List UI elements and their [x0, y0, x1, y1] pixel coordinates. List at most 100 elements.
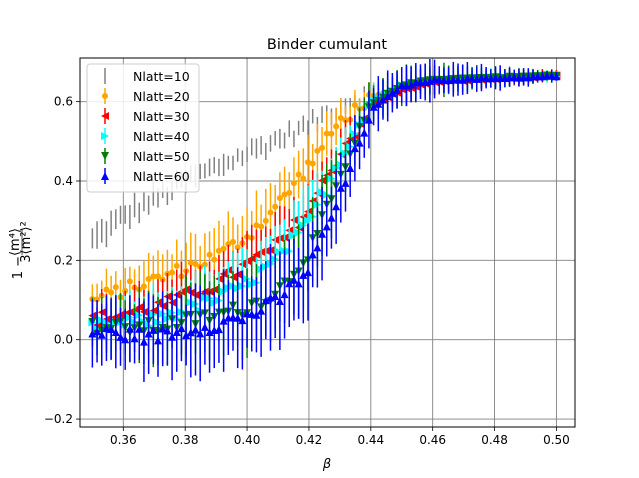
data-point	[173, 262, 180, 269]
data-point	[192, 260, 199, 267]
data-point	[355, 138, 364, 147]
data-point	[286, 189, 293, 196]
data-point	[214, 325, 223, 334]
legend-item: Nlatt=30	[101, 108, 190, 124]
data-point	[351, 102, 358, 109]
data-point	[346, 164, 355, 173]
data-point	[154, 336, 162, 345]
data-point	[206, 251, 213, 258]
data-point	[116, 332, 125, 341]
data-point	[323, 130, 330, 137]
x-tick-label: 0.36	[110, 433, 137, 447]
data-point	[135, 324, 144, 333]
y-axis-ticks: −0.2 0.0 0.2 0.4 0.6	[44, 95, 80, 426]
data-point	[295, 171, 302, 178]
data-point	[139, 337, 148, 346]
data-point	[350, 144, 359, 153]
legend-marker	[101, 172, 109, 180]
data-point	[112, 284, 119, 291]
data-point	[313, 243, 322, 252]
x-axis-ticks: 0.36 0.38 0.40 0.42 0.44 0.46 0.48 0.50	[110, 427, 570, 447]
legend-item: Nlatt=50	[101, 148, 190, 164]
data-point	[341, 178, 350, 187]
svg-text:1 −: 1 −	[11, 256, 26, 279]
data-point	[319, 144, 326, 151]
data-point	[369, 102, 378, 111]
legend-marker	[101, 132, 109, 140]
data-point	[93, 327, 102, 336]
data-point	[252, 250, 261, 259]
data-point	[333, 123, 340, 130]
data-point	[252, 310, 261, 319]
data-point	[308, 250, 317, 259]
y-axis-label: 1 − ⟨m⁴⟩ 3⟨m²⟩²	[8, 221, 34, 279]
legend-label: Nlatt=60	[133, 169, 190, 184]
data-point	[272, 203, 279, 210]
data-point	[300, 175, 307, 182]
data-point	[257, 306, 266, 315]
data-point	[267, 209, 274, 216]
x-tick-label: 0.42	[296, 433, 323, 447]
y-label-numerator: ⟨m⁴⟩	[8, 228, 23, 256]
y-tick-label: −0.2	[44, 412, 73, 426]
data-point	[258, 223, 265, 230]
data-point	[215, 247, 222, 254]
data-point	[88, 329, 97, 338]
data-point	[253, 222, 260, 229]
x-tick-label: 0.50	[543, 433, 570, 447]
data-point	[552, 72, 561, 81]
data-point	[145, 275, 152, 282]
data-point	[304, 216, 312, 225]
data-point	[289, 275, 298, 284]
y-tick-label: 0.6	[54, 95, 73, 109]
series-nlatt-60	[88, 58, 561, 382]
data-point	[219, 316, 228, 325]
data-point	[388, 88, 397, 97]
legend-label: Nlatt=50	[133, 149, 190, 164]
data-point	[234, 244, 241, 251]
x-axis-label: β	[322, 457, 331, 472]
legend-item: Nlatt=40	[101, 128, 190, 144]
data-point	[107, 324, 116, 333]
legend-label: Nlatt=30	[133, 109, 190, 124]
data-point	[158, 324, 167, 333]
data-point	[374, 99, 383, 108]
legend-label: Nlatt=20	[133, 89, 190, 104]
data-point	[276, 195, 283, 202]
data-point	[262, 217, 269, 224]
x-tick-label: 0.40	[234, 433, 261, 447]
data-point	[233, 313, 242, 322]
data-point	[144, 329, 153, 338]
plot-frame	[79, 57, 576, 428]
data-point	[200, 322, 209, 331]
data-point	[150, 273, 157, 280]
data-point	[510, 72, 519, 81]
data-point	[383, 91, 392, 100]
data-point	[238, 316, 247, 325]
data-point	[225, 240, 232, 247]
legend-marker	[102, 93, 108, 99]
data-point	[327, 213, 336, 222]
data-point	[294, 279, 303, 288]
data-point	[304, 268, 312, 277]
series-layer	[88, 58, 561, 382]
data-point	[314, 147, 321, 154]
data-point	[280, 290, 289, 299]
legend-item: Nlatt=20	[102, 88, 190, 104]
data-point	[309, 160, 316, 167]
data-point	[130, 334, 139, 343]
data-point	[328, 130, 335, 137]
x-tick-label: 0.48	[481, 433, 508, 447]
data-point	[211, 256, 218, 263]
data-point	[322, 222, 331, 231]
data-point	[140, 283, 147, 290]
data-point	[299, 270, 308, 279]
data-point	[177, 324, 186, 333]
data-point	[94, 296, 101, 303]
legend-label: Nlatt=40	[133, 129, 190, 144]
data-point	[247, 309, 256, 318]
data-point	[285, 279, 294, 288]
data-point	[187, 259, 194, 266]
y-label-denominator: 3⟨m²⟩²	[19, 221, 34, 263]
